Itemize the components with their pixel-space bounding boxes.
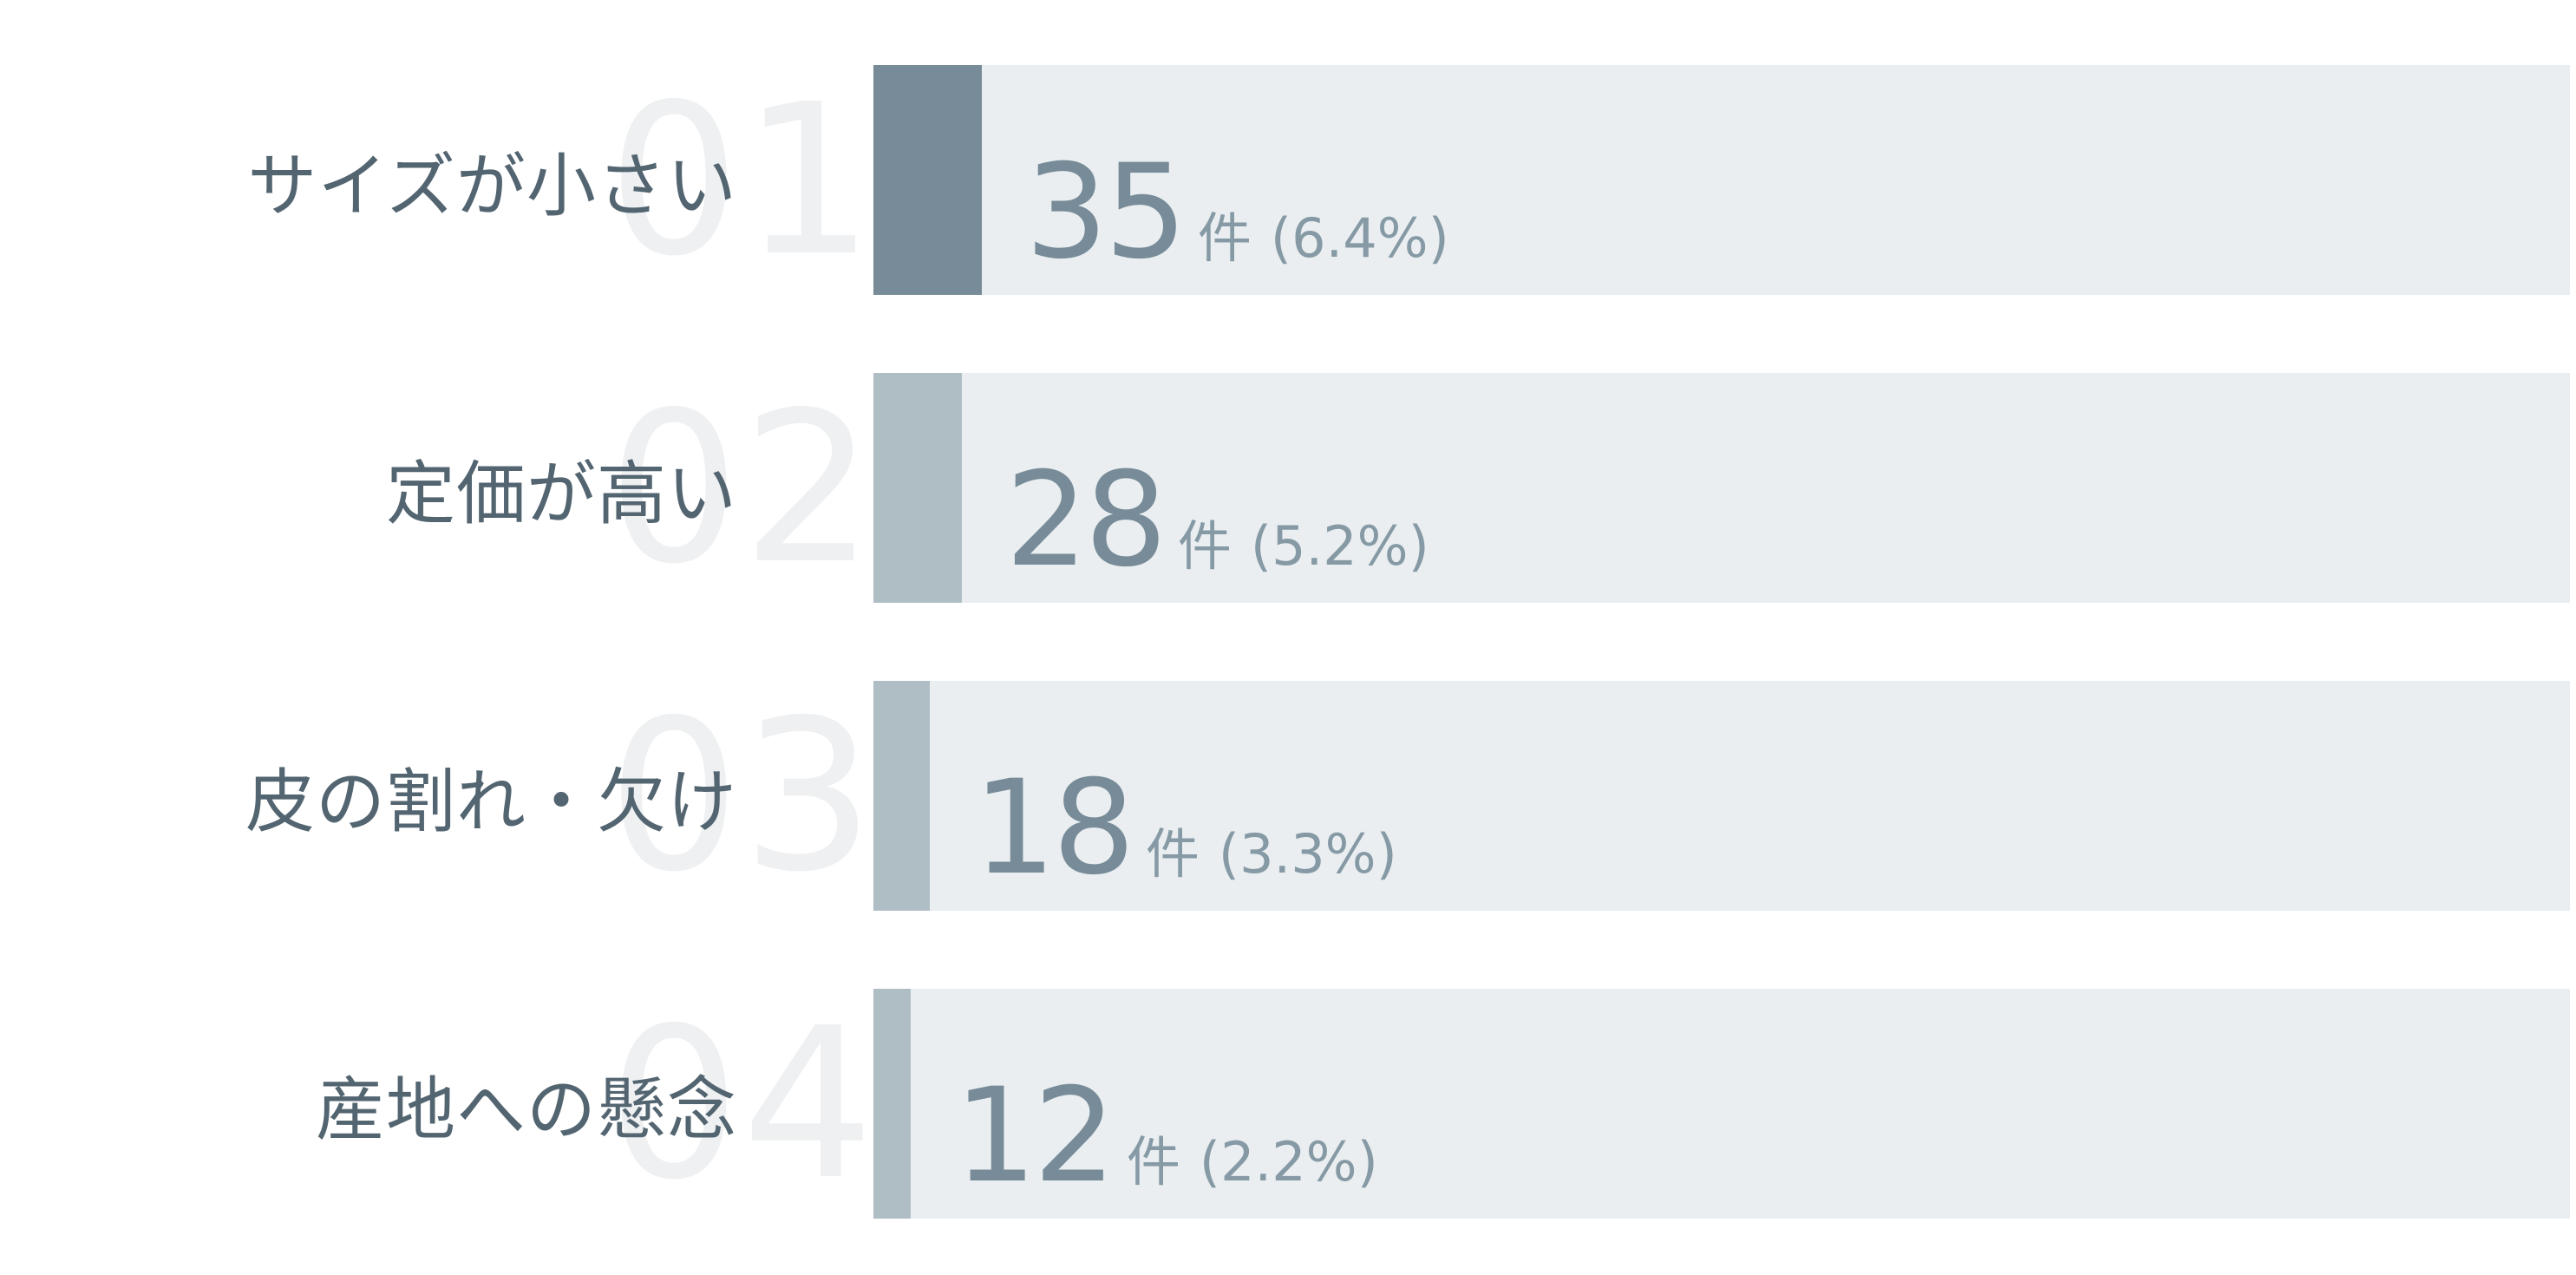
bar-row: 04 産地への懸念 12 件 (2.2%): [0, 989, 2576, 1219]
bar-unit: 件: [1145, 822, 1200, 886]
bar-count: 12: [954, 1061, 1116, 1212]
category-label: 皮の割れ・欠け: [245, 761, 737, 842]
bar-track: 12 件 (2.2%): [873, 989, 2570, 1219]
bar: [873, 373, 962, 603]
bar-count: 18: [973, 753, 1135, 904]
bar-unit: 件: [1126, 1130, 1180, 1193]
rank-number: 02: [607, 366, 876, 610]
bar-percent: (5.2%): [1250, 514, 1429, 578]
bar: [873, 989, 911, 1219]
bar-percent: (3.3%): [1218, 822, 1397, 886]
category-label: 定価が高い: [386, 453, 737, 534]
bar-value-label: 12 件 (2.2%): [954, 1071, 1378, 1201]
bar-unit: 件: [1197, 206, 1252, 270]
bar: [873, 65, 982, 295]
rank-number: 04: [607, 982, 876, 1226]
rank-number: 01: [607, 58, 876, 302]
bar-track: 35 件 (6.4%): [873, 65, 2570, 295]
category-label: サイズが小さい: [247, 145, 737, 226]
bar-row: 02 定価が高い 28 件 (5.2%): [0, 373, 2576, 603]
bar-percent: (6.4%): [1270, 206, 1449, 270]
bar-row: 03 皮の割れ・欠け 18 件 (3.3%): [0, 681, 2576, 911]
bar-percent: (2.2%): [1199, 1130, 1378, 1193]
bar-value-label: 35 件 (6.4%): [1025, 147, 1449, 278]
bar-unit: 件: [1177, 514, 1232, 578]
bar-track: 28 件 (5.2%): [873, 373, 2570, 603]
bar-count: 28: [1005, 445, 1167, 596]
bar-count: 35: [1025, 137, 1187, 288]
rank-number: 03: [607, 674, 876, 918]
bar-value-label: 18 件 (3.3%): [973, 763, 1397, 893]
bar-track: 18 件 (3.3%): [873, 681, 2570, 911]
bar-value-label: 28 件 (5.2%): [1005, 455, 1429, 585]
bar-row: 01 サイズが小さい 35 件 (6.4%): [0, 65, 2576, 295]
category-label: 産地への懸念: [316, 1069, 737, 1150]
bar: [873, 681, 930, 911]
